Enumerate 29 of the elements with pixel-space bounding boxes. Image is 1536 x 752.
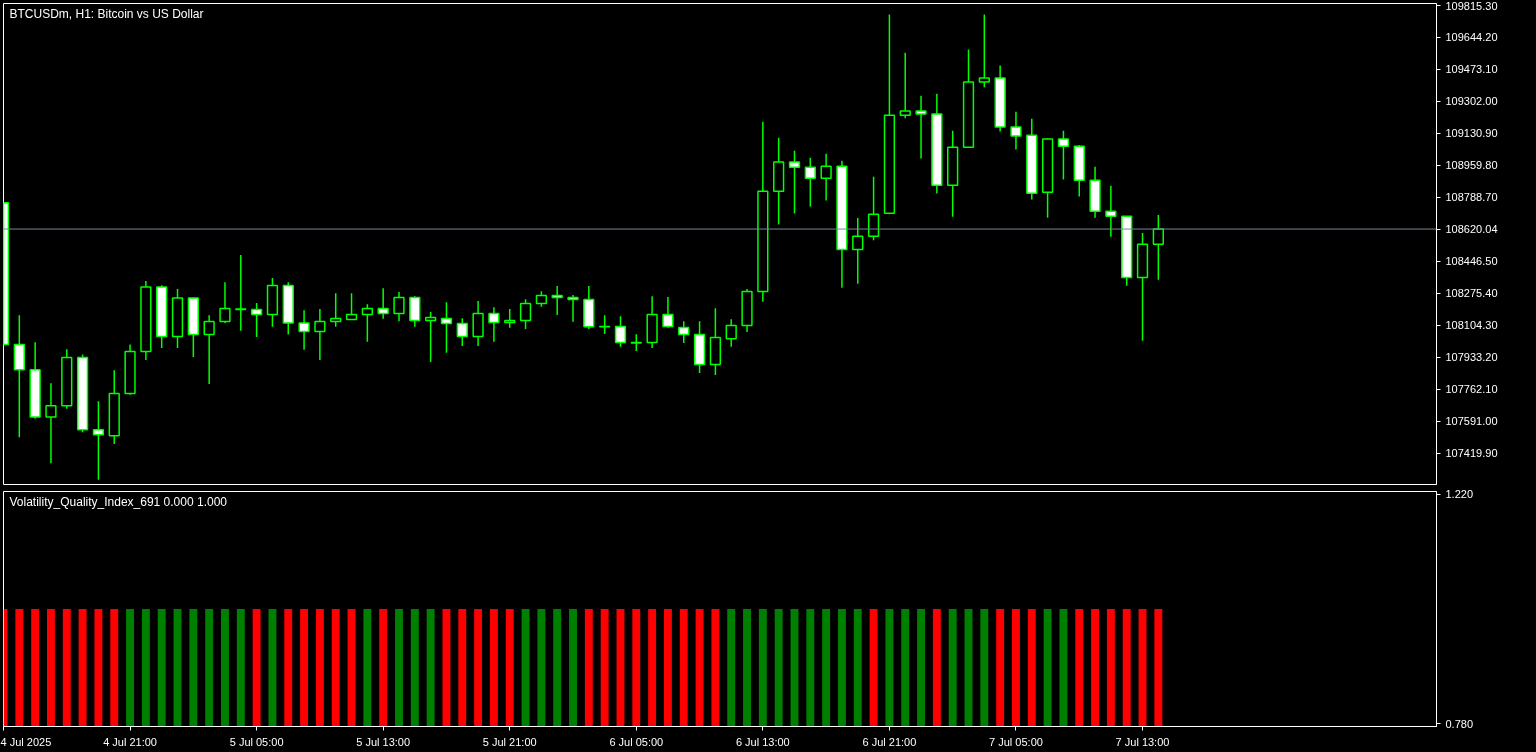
x-tick-label: 5 Jul 21:00 <box>482 735 537 748</box>
chart-title: BTCUSDm, H1: Bitcoin vs US Dollar <box>9 6 204 21</box>
y-tick-label: 109644.20 <box>1445 31 1498 44</box>
y-tick-label: 108959.80 <box>1445 159 1498 172</box>
y-tick-label: 108275.40 <box>1445 287 1498 300</box>
x-tick-label: 6 Jul 13:00 <box>735 735 790 748</box>
y-tick-label: 1.220 <box>1445 488 1474 501</box>
y-tick-label: 107591.00 <box>1445 415 1498 428</box>
y-tick-label: 109815.30 <box>1445 0 1498 12</box>
y-tick-label: 107419.90 <box>1445 447 1498 460</box>
chart-title: Volatility_Quality_Index_691 0.000 1.000 <box>9 494 228 509</box>
x-tick-label: 6 Jul 05:00 <box>609 735 664 748</box>
x-tick-label: 7 Jul 13:00 <box>1115 735 1170 748</box>
x-tick-label: 4 Jul 21:00 <box>103 735 157 748</box>
y-tick-label: 108446.50 <box>1445 255 1498 268</box>
y-tick-label: 109473.10 <box>1445 63 1498 76</box>
y-tick-label: 0.780 <box>1445 717 1474 730</box>
x-tick-label: 4 Jul 2025 <box>0 735 52 748</box>
x-tick-label: 7 Jul 05:00 <box>989 735 1043 748</box>
y-tick-label: 108788.70 <box>1445 191 1498 204</box>
y-tick-label: 108104.30 <box>1445 319 1498 332</box>
x-tick-label: 5 Jul 05:00 <box>229 735 284 748</box>
y-tick-label: 109130.90 <box>1445 127 1498 140</box>
y-tick-label: 109302.00 <box>1445 95 1498 108</box>
y-tick-label: 107762.10 <box>1445 383 1498 396</box>
y-tick-label: 107933.20 <box>1445 351 1498 364</box>
ref-line-label: 108620.04 <box>1445 223 1498 236</box>
x-tick-label: 6 Jul 21:00 <box>862 735 917 748</box>
x-tick-label: 5 Jul 13:00 <box>356 735 411 748</box>
